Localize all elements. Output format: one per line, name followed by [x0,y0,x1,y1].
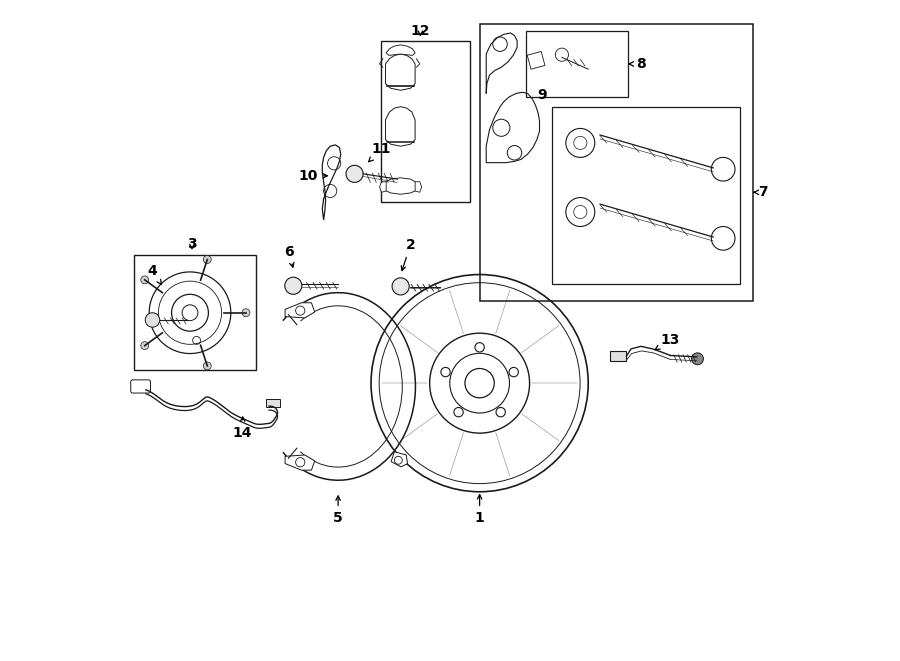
Polygon shape [380,182,386,192]
Text: 4: 4 [148,264,161,284]
Text: 6: 6 [284,245,294,267]
Text: 9: 9 [537,88,547,102]
Circle shape [203,256,212,264]
Circle shape [346,165,363,182]
Circle shape [691,353,704,365]
Circle shape [145,313,159,327]
Text: 11: 11 [369,143,391,162]
Bar [134,254,256,370]
Bar [527,52,544,69]
Polygon shape [385,106,415,146]
Text: 12: 12 [410,24,430,38]
Polygon shape [415,182,422,192]
FancyBboxPatch shape [130,380,150,393]
Text: 1: 1 [474,494,484,525]
Polygon shape [385,54,415,91]
Bar [381,41,470,202]
Polygon shape [285,303,315,318]
Circle shape [242,309,250,317]
Text: 3: 3 [187,237,197,251]
Text: 2: 2 [401,238,416,270]
Circle shape [140,342,148,350]
Bar [610,351,626,362]
Circle shape [203,362,212,370]
Circle shape [284,277,302,294]
Polygon shape [386,45,415,56]
Polygon shape [486,93,539,163]
Polygon shape [322,145,341,220]
Circle shape [140,276,148,284]
Circle shape [392,278,410,295]
Bar [526,31,627,97]
Text: 5: 5 [333,496,343,525]
Bar [266,399,280,407]
Polygon shape [486,33,518,94]
Bar [552,106,740,284]
Text: 13: 13 [655,333,680,350]
Text: 8: 8 [629,57,646,71]
Polygon shape [285,455,315,470]
Text: 14: 14 [233,417,252,440]
Polygon shape [384,178,417,194]
Bar [480,24,752,301]
Polygon shape [392,451,408,467]
Text: 10: 10 [299,169,328,183]
Text: 7: 7 [754,185,768,199]
